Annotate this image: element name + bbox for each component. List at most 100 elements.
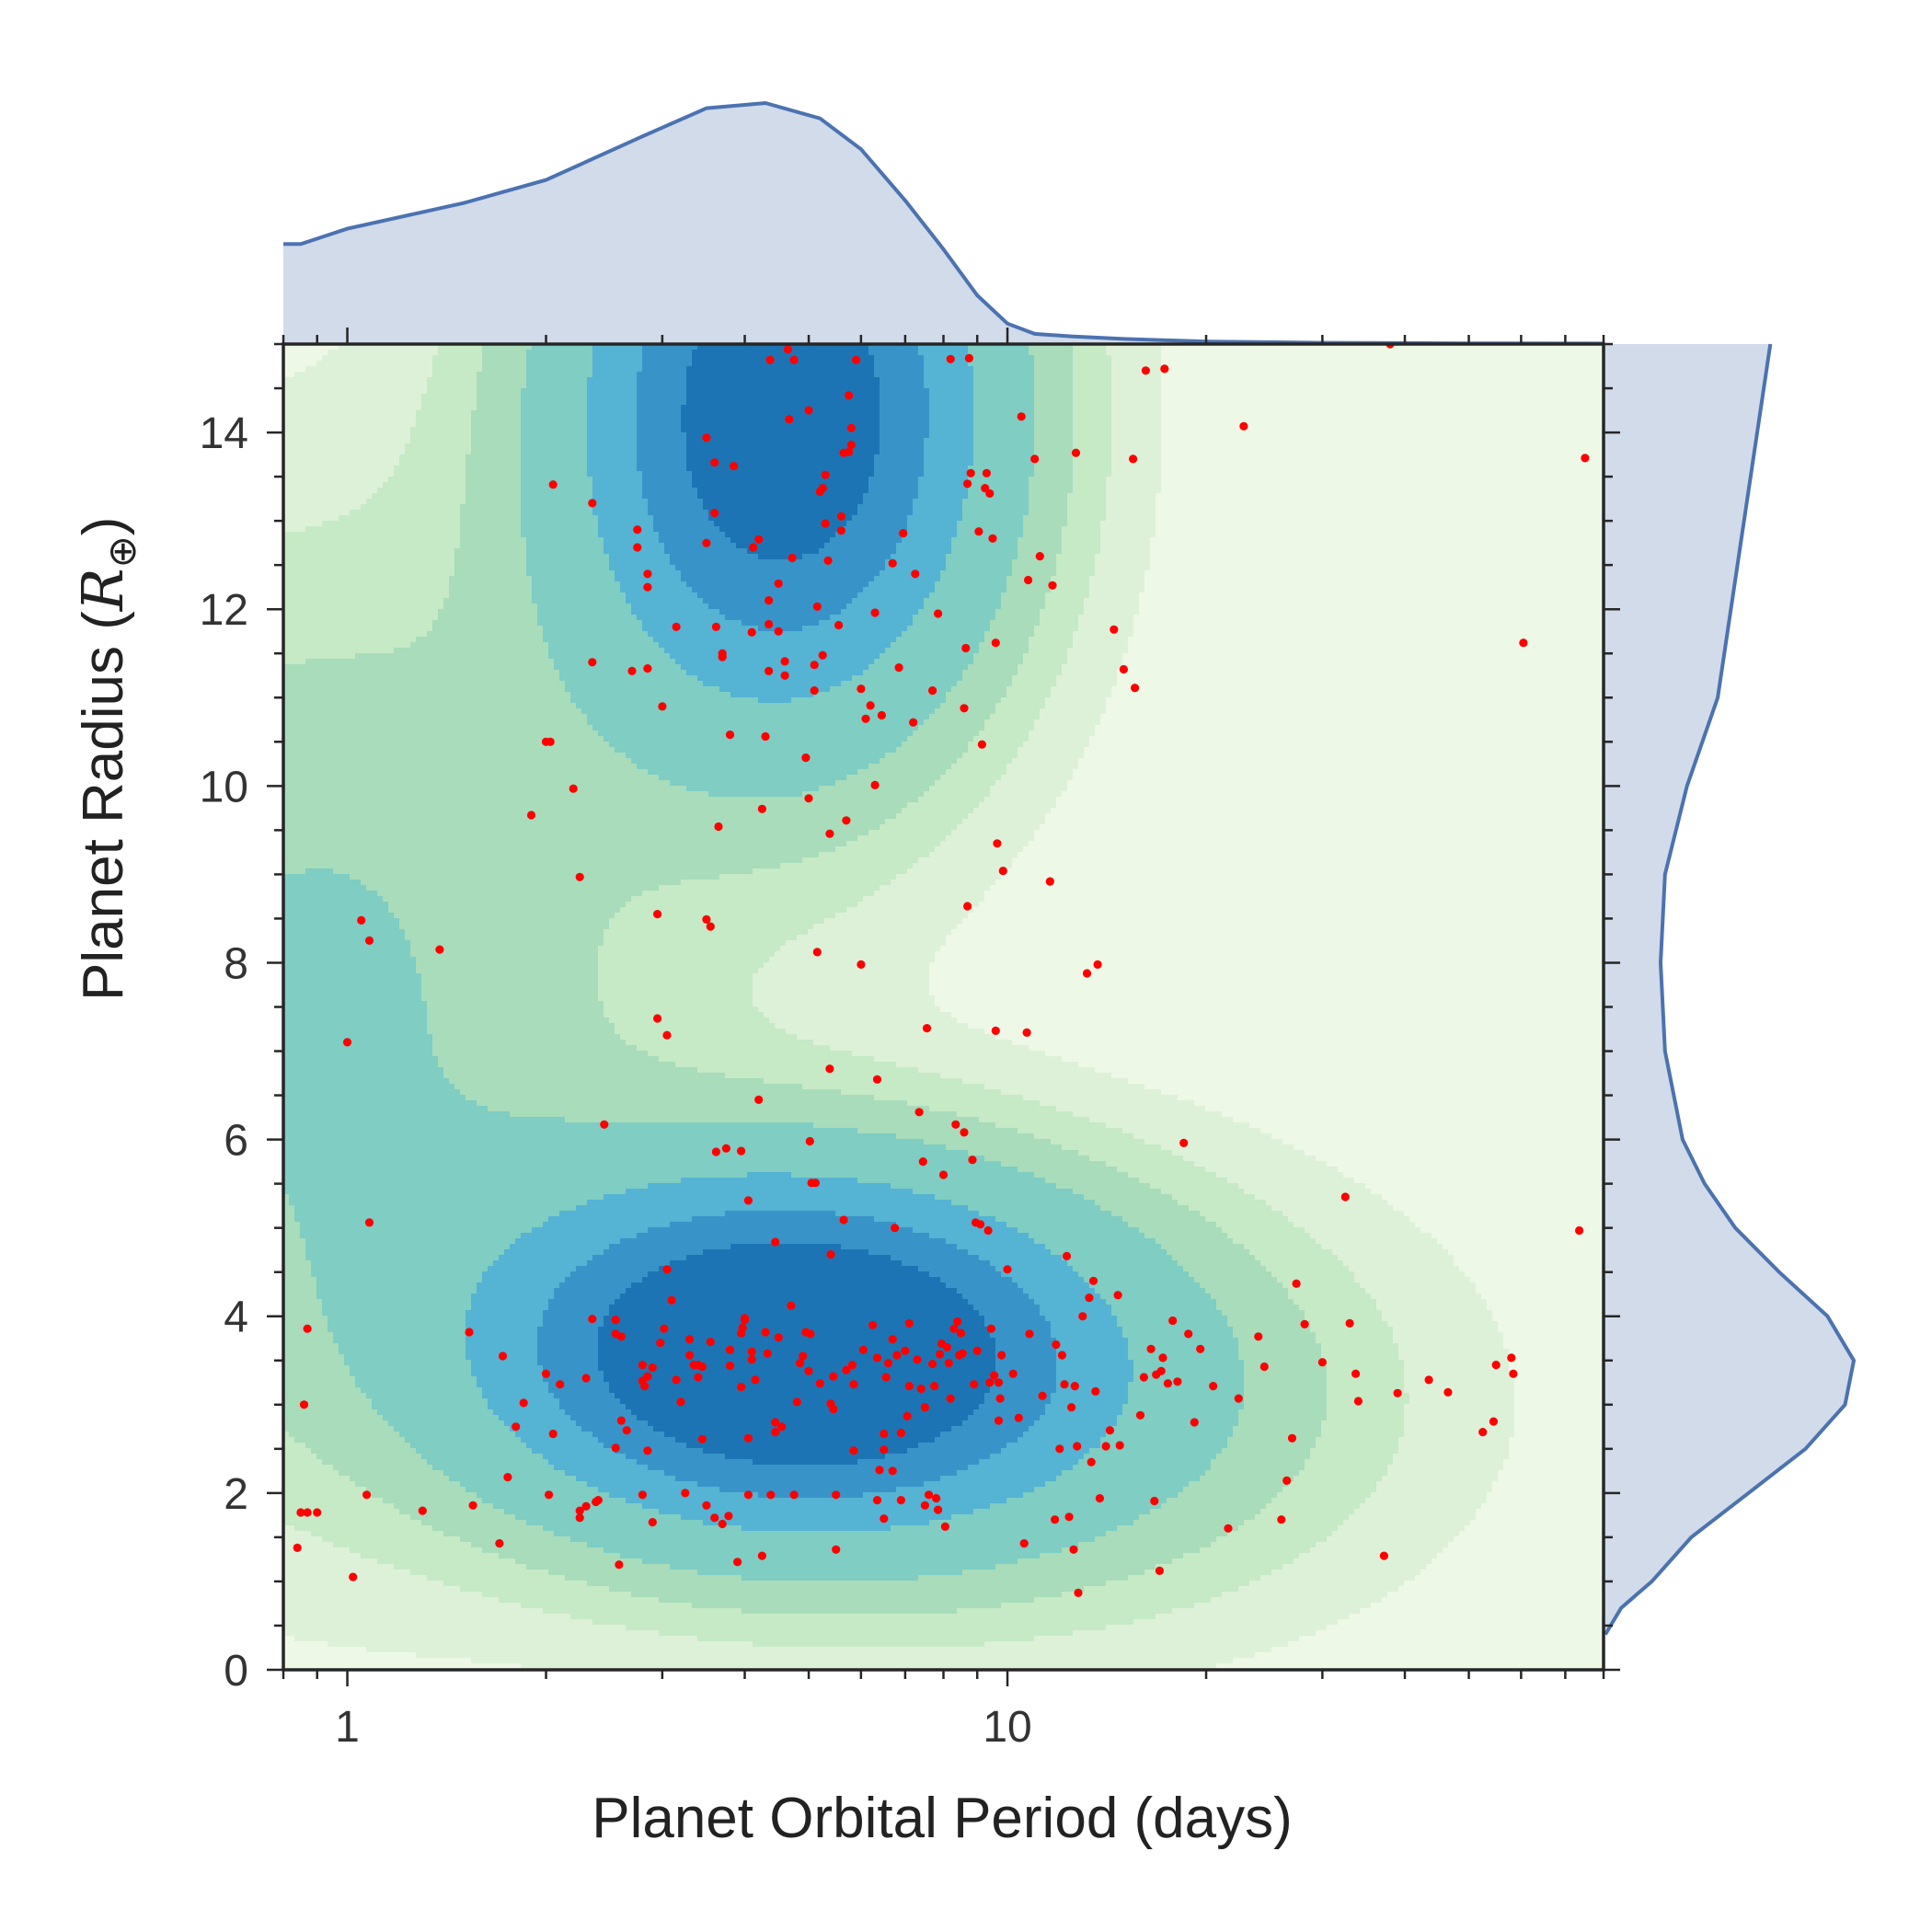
contour-cell bbox=[846, 355, 853, 362]
contour-cell bbox=[1211, 366, 1217, 373]
contour-cell bbox=[311, 366, 317, 373]
contour-cell bbox=[1531, 372, 1537, 378]
contour-cell bbox=[427, 377, 433, 384]
contour-cell bbox=[1487, 372, 1493, 378]
contour-cell bbox=[333, 366, 339, 373]
contour-cell bbox=[1448, 366, 1455, 373]
contour-cell bbox=[300, 361, 306, 367]
contour-cell bbox=[1178, 388, 1184, 395]
contour-cell bbox=[1034, 388, 1041, 395]
contour-cell bbox=[620, 355, 627, 362]
contour-cell bbox=[730, 383, 737, 389]
contour-cell bbox=[984, 372, 991, 378]
contour-cell bbox=[1592, 377, 1598, 384]
contour-cell bbox=[377, 350, 384, 356]
contour-cell bbox=[1200, 388, 1206, 395]
contour-cell bbox=[609, 355, 615, 362]
contour-cell bbox=[719, 377, 726, 384]
contour-cell bbox=[863, 377, 869, 384]
contour-cell bbox=[1432, 372, 1438, 378]
contour-cell bbox=[499, 372, 505, 378]
contour-cell bbox=[1194, 355, 1201, 362]
contour-cell bbox=[1454, 372, 1460, 378]
contour-cell bbox=[1029, 350, 1035, 356]
contour-cell bbox=[466, 355, 472, 362]
contour-cell bbox=[615, 350, 621, 356]
contour-cell bbox=[962, 388, 969, 395]
contour-cell bbox=[758, 388, 765, 395]
contour-cell bbox=[1409, 361, 1416, 367]
contour-cell bbox=[554, 388, 560, 395]
contour-cell bbox=[1349, 383, 1355, 389]
contour-cell bbox=[830, 355, 836, 362]
contour-cell bbox=[703, 383, 709, 389]
contour-cell bbox=[1100, 361, 1107, 367]
contour-cell bbox=[1570, 383, 1576, 389]
contour-cell bbox=[1266, 355, 1272, 362]
contour-cell bbox=[548, 372, 555, 378]
contour-cell bbox=[1316, 355, 1322, 362]
contour-cell bbox=[1553, 361, 1559, 367]
contour-cell bbox=[554, 366, 560, 373]
contour-cell bbox=[1006, 350, 1013, 356]
contour-cell bbox=[764, 366, 770, 373]
contour-cell bbox=[1205, 361, 1212, 367]
contour-cell bbox=[929, 372, 936, 378]
contour-cell bbox=[830, 377, 836, 384]
contour-cell bbox=[416, 383, 422, 389]
contour-cell bbox=[1067, 355, 1074, 362]
contour-cell bbox=[350, 350, 356, 356]
contour-cell bbox=[626, 350, 632, 356]
contour-cell bbox=[559, 361, 566, 367]
contour-cell bbox=[1459, 366, 1466, 373]
contour-cell bbox=[681, 355, 687, 362]
contour-cell bbox=[559, 383, 566, 389]
contour-cell bbox=[609, 361, 615, 367]
contour-cell bbox=[1443, 377, 1449, 384]
contour-cell bbox=[339, 355, 345, 362]
contour-cell bbox=[631, 377, 638, 384]
contour-cell bbox=[637, 361, 643, 367]
contour-cell bbox=[570, 350, 577, 356]
contour-cell bbox=[1327, 366, 1333, 373]
contour-cell bbox=[885, 372, 891, 378]
contour-cell bbox=[421, 388, 428, 395]
contour-cell bbox=[1592, 372, 1598, 378]
contour-cell bbox=[1570, 361, 1576, 367]
contour-cell bbox=[565, 355, 571, 362]
contour-cell bbox=[808, 361, 814, 367]
contour-cell bbox=[1476, 361, 1482, 367]
contour-cell bbox=[1592, 383, 1598, 389]
contour-cell bbox=[896, 383, 903, 389]
contour-cell bbox=[1503, 372, 1510, 378]
contour-cell bbox=[565, 377, 571, 384]
contour-cell bbox=[1564, 366, 1570, 373]
contour-cell bbox=[1586, 361, 1593, 367]
contour-cell bbox=[460, 350, 466, 356]
contour-cell bbox=[1056, 350, 1063, 356]
contour-cell bbox=[692, 383, 698, 389]
contour-cell bbox=[1525, 355, 1532, 362]
contour-cell bbox=[294, 366, 301, 373]
contour-cell bbox=[1100, 355, 1107, 362]
contour-cell bbox=[1084, 366, 1090, 373]
contour-cell bbox=[935, 377, 941, 384]
contour-cell bbox=[316, 388, 323, 395]
contour-cell bbox=[708, 350, 715, 356]
contour-cell bbox=[1073, 350, 1079, 356]
contour-cell bbox=[488, 355, 494, 362]
contour-cell bbox=[1233, 355, 1239, 362]
contour-cell bbox=[1073, 372, 1079, 378]
contour-cell bbox=[896, 388, 903, 395]
contour-cell bbox=[1227, 377, 1234, 384]
contour-cell bbox=[372, 377, 378, 384]
contour-cell bbox=[940, 361, 947, 367]
contour-cell bbox=[1465, 383, 1471, 389]
contour-cell bbox=[973, 355, 980, 362]
contour-cell bbox=[874, 377, 880, 384]
contour-cell bbox=[747, 350, 753, 356]
contour-cell bbox=[1150, 361, 1156, 367]
contour-cell bbox=[421, 361, 428, 367]
contour-cell bbox=[637, 366, 643, 373]
contour-cell bbox=[1592, 366, 1598, 373]
